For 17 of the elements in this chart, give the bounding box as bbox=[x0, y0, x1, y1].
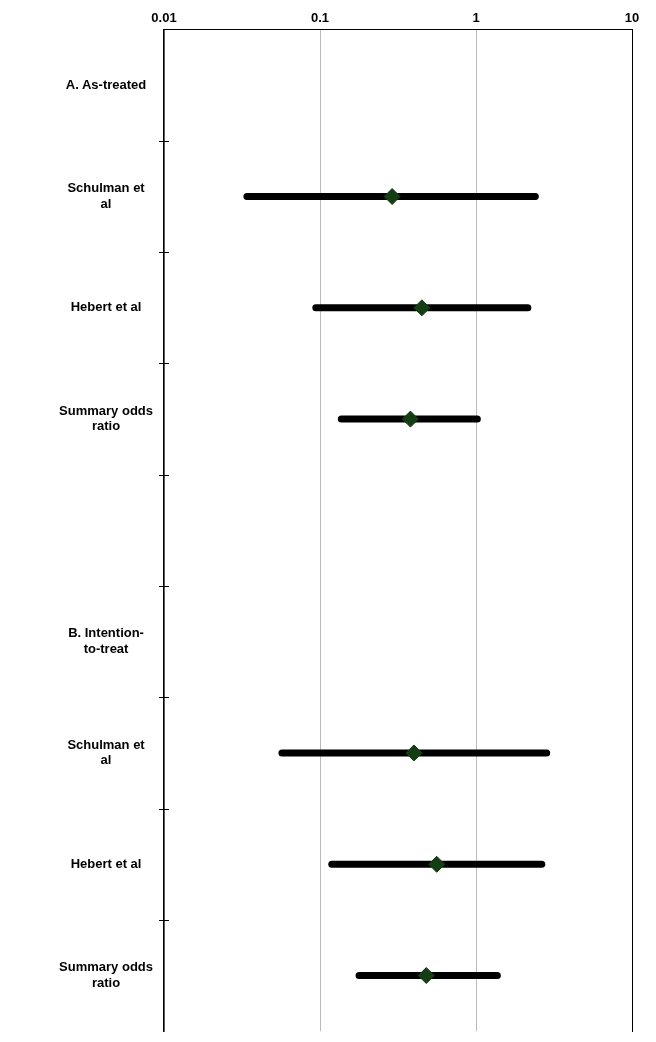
x-tick-label: 1 bbox=[472, 10, 480, 26]
point bbox=[413, 299, 431, 317]
y-tick-label: Schulman et al bbox=[67, 180, 146, 211]
x-tick-label: 0.01 bbox=[151, 10, 177, 26]
y-tick-label: Hebert et al bbox=[70, 299, 142, 315]
point bbox=[428, 855, 446, 873]
y-tick-label: Summary odds ratio bbox=[59, 402, 153, 434]
point bbox=[417, 967, 435, 985]
point bbox=[401, 410, 419, 428]
x-tick-label: 10 bbox=[624, 10, 640, 26]
y-tick-label: Schulman et al bbox=[67, 736, 146, 768]
y-tick-label: Hebert et al bbox=[70, 855, 142, 871]
y-tick-label: A. As-treated bbox=[65, 76, 147, 92]
y-tick-label: Summary odds ratio bbox=[59, 959, 153, 990]
point bbox=[405, 744, 423, 762]
x-tick-label: 0.1 bbox=[310, 10, 330, 26]
y-tick-label: B. Intention-to-treat bbox=[68, 625, 144, 657]
